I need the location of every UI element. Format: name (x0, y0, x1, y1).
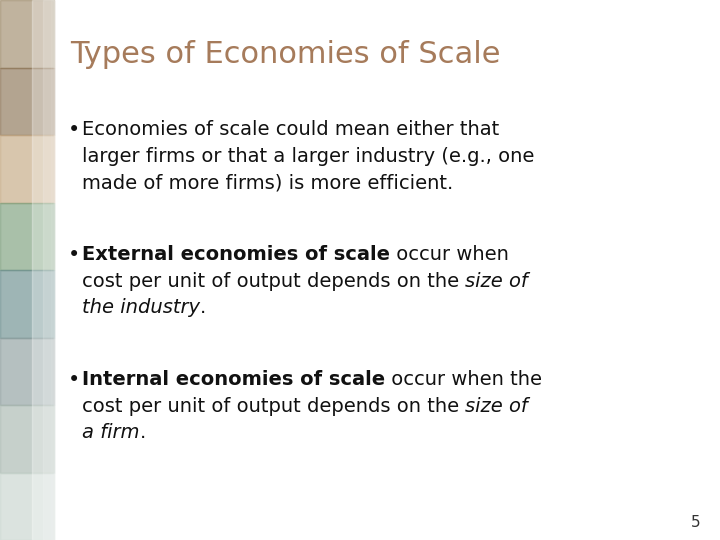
Text: larger firms or that a larger industry (e.g., one: larger firms or that a larger industry (… (82, 147, 534, 166)
Bar (0, 270, 54, 338)
Text: Economies of scale could mean either that: Economies of scale could mean either tha… (82, 120, 499, 139)
Bar (51, 0, 54, 540)
Text: a firm: a firm (82, 423, 140, 442)
Text: the industry: the industry (82, 298, 200, 317)
Text: .: . (140, 423, 145, 442)
Bar (0, 135, 54, 202)
Text: size of: size of (465, 396, 528, 416)
Text: cost per unit of output depends on the: cost per unit of output depends on the (82, 396, 465, 416)
Bar (0, 405, 54, 472)
Bar (0, 472, 54, 540)
Bar (43, 0, 54, 540)
Text: occur when: occur when (390, 245, 509, 264)
Bar (0, 68, 54, 135)
Text: •: • (68, 120, 80, 140)
Text: Internal economies of scale: Internal economies of scale (82, 370, 385, 389)
Bar (32, 0, 54, 540)
Bar (0, 338, 54, 405)
Text: cost per unit of output depends on the: cost per unit of output depends on the (82, 272, 465, 291)
Text: size of: size of (465, 272, 528, 291)
Text: External economies of scale: External economies of scale (82, 245, 390, 264)
Text: •: • (68, 370, 80, 390)
Text: Types of Economies of Scale: Types of Economies of Scale (70, 40, 500, 69)
Bar (0, 0, 54, 68)
Text: .: . (200, 298, 206, 317)
Text: occur when the: occur when the (385, 370, 542, 389)
Text: made of more firms) is more efficient.: made of more firms) is more efficient. (82, 173, 454, 192)
Text: 5: 5 (690, 515, 700, 530)
Text: •: • (68, 245, 80, 265)
Bar (0, 202, 54, 270)
